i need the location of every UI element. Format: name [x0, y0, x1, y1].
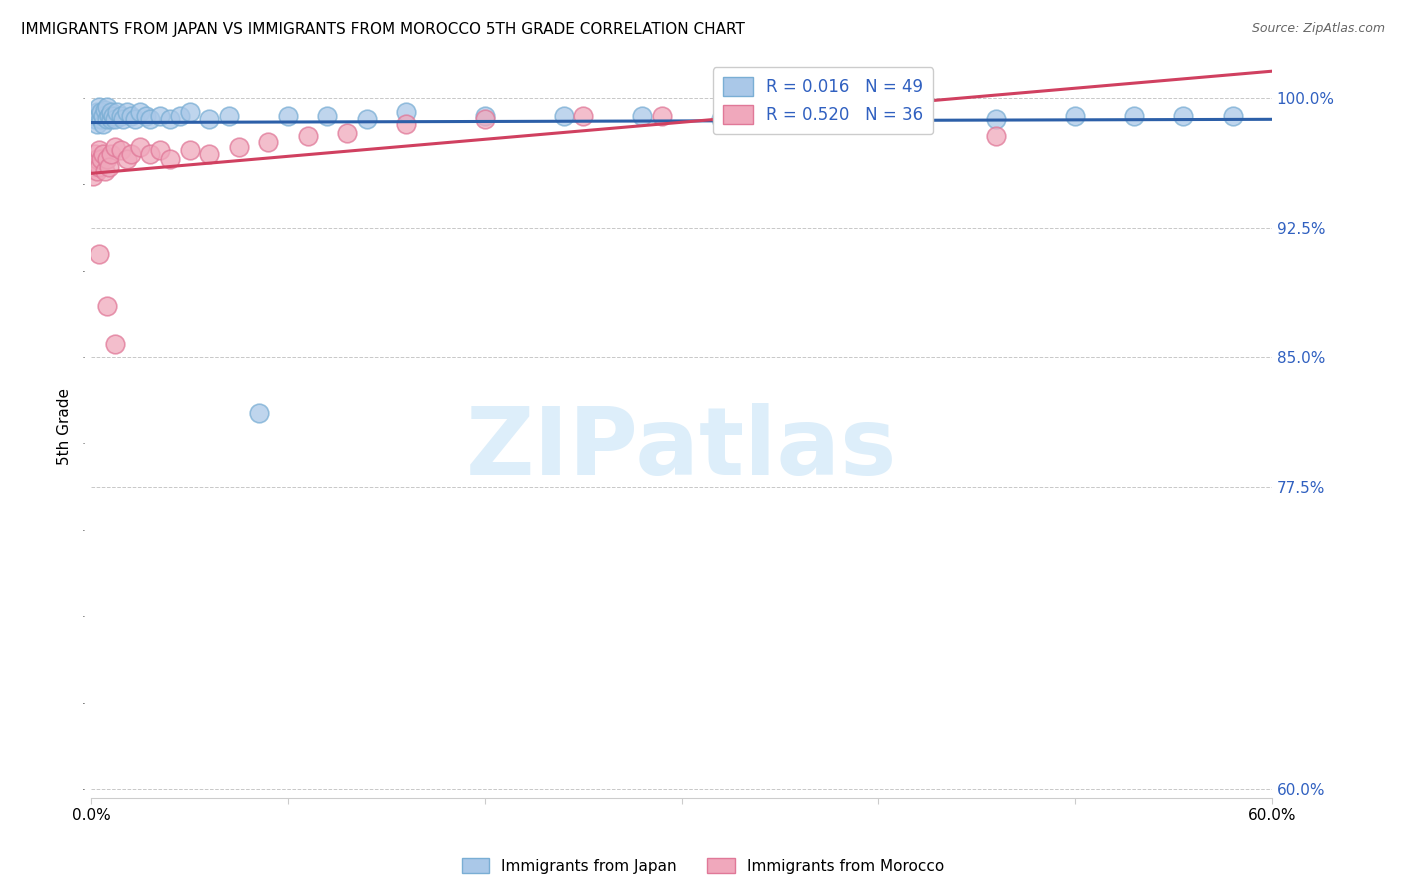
- Point: [82, 109, 104, 123]
- Point: [129, 105, 152, 120]
- Point: [110, 143, 132, 157]
- Point: [96, 299, 118, 313]
- Point: [139, 112, 162, 126]
- Point: [100, 146, 122, 161]
- Text: ZIPatlas: ZIPatlas: [465, 403, 897, 495]
- Point: [86, 117, 108, 131]
- Point: [91, 109, 114, 123]
- Text: IMMIGRANTS FROM JAPAN VS IMMIGRANTS FROM MOROCCO 5TH GRADE CORRELATION CHART: IMMIGRANTS FROM JAPAN VS IMMIGRANTS FROM…: [21, 22, 745, 37]
- Y-axis label: 5th Grade: 5th Grade: [58, 388, 72, 465]
- Point: [297, 129, 319, 144]
- Point: [730, 105, 752, 120]
- Point: [129, 139, 152, 153]
- Point: [101, 109, 124, 123]
- Point: [198, 112, 221, 126]
- Point: [84, 146, 107, 161]
- Point: [907, 109, 929, 123]
- Point: [218, 109, 240, 123]
- Point: [247, 406, 270, 420]
- Point: [120, 109, 142, 123]
- Point: [572, 109, 595, 123]
- Point: [115, 105, 138, 120]
- Point: [149, 109, 172, 123]
- Point: [395, 117, 418, 131]
- Point: [336, 126, 359, 140]
- Point: [257, 135, 280, 149]
- Point: [111, 112, 134, 126]
- Point: [1064, 109, 1087, 123]
- Legend: Immigrants from Japan, Immigrants from Morocco: Immigrants from Japan, Immigrants from M…: [456, 852, 950, 880]
- Point: [96, 100, 118, 114]
- Point: [907, 103, 929, 118]
- Point: [96, 152, 118, 166]
- Point: [90, 105, 112, 120]
- Point: [179, 143, 201, 157]
- Point: [356, 112, 378, 126]
- Point: [828, 109, 851, 123]
- Point: [89, 100, 111, 114]
- Point: [100, 105, 122, 120]
- Point: [89, 161, 111, 175]
- Point: [1222, 109, 1244, 123]
- Point: [98, 161, 121, 175]
- Point: [84, 157, 107, 171]
- Point: [104, 336, 127, 351]
- Point: [316, 109, 339, 123]
- Point: [89, 247, 111, 261]
- Point: [135, 109, 157, 123]
- Point: [96, 112, 118, 126]
- Point: [104, 139, 127, 153]
- Point: [828, 105, 851, 120]
- Point: [139, 146, 162, 161]
- Point: [90, 112, 112, 126]
- Legend: R = 0.016   N = 49, R = 0.520   N = 36: R = 0.016 N = 49, R = 0.520 N = 36: [713, 67, 934, 134]
- Point: [105, 105, 128, 120]
- Point: [94, 103, 117, 118]
- Point: [115, 152, 138, 166]
- Point: [986, 112, 1008, 126]
- Point: [86, 105, 108, 120]
- Point: [82, 169, 104, 183]
- Point: [159, 112, 181, 126]
- Point: [198, 146, 221, 161]
- Point: [110, 109, 132, 123]
- Point: [395, 105, 418, 120]
- Point: [91, 146, 114, 161]
- Point: [86, 164, 108, 178]
- Point: [228, 139, 250, 153]
- Point: [710, 112, 733, 126]
- Point: [474, 112, 496, 126]
- Point: [104, 112, 127, 126]
- Point: [631, 109, 654, 123]
- Point: [149, 143, 172, 157]
- Point: [89, 109, 111, 123]
- Point: [553, 109, 575, 123]
- Point: [474, 109, 496, 123]
- Point: [179, 105, 201, 120]
- Point: [124, 112, 146, 126]
- Point: [159, 152, 181, 166]
- Point: [90, 152, 112, 166]
- Point: [651, 109, 673, 123]
- Point: [1173, 109, 1195, 123]
- Point: [82, 161, 104, 175]
- Point: [986, 129, 1008, 144]
- Text: Source: ZipAtlas.com: Source: ZipAtlas.com: [1251, 22, 1385, 36]
- Point: [120, 146, 142, 161]
- Point: [98, 109, 121, 123]
- Point: [86, 152, 108, 166]
- Point: [100, 112, 122, 126]
- Point: [89, 143, 111, 157]
- Point: [94, 164, 117, 178]
- Point: [91, 117, 114, 131]
- Point: [169, 109, 191, 123]
- Point: [277, 109, 299, 123]
- Point: [84, 112, 107, 126]
- Point: [1123, 109, 1146, 123]
